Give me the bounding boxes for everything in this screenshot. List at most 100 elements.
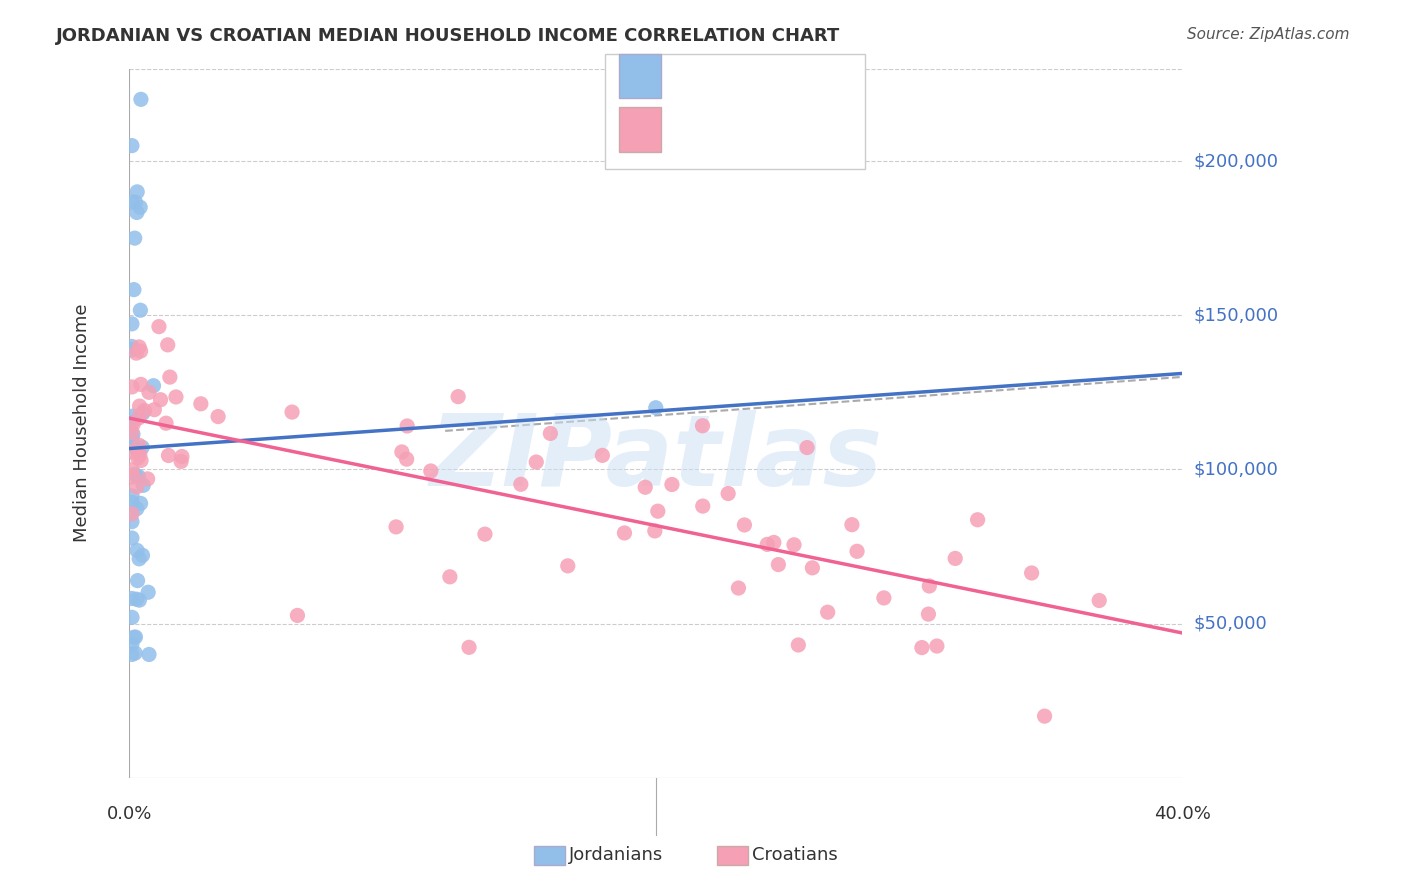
- Text: $50,000: $50,000: [1194, 615, 1267, 632]
- Point: [170, 450, 193, 464]
- Point: [159, 370, 181, 384]
- Text: Source: ZipAtlas.com: Source: ZipAtlas.com: [1187, 27, 1350, 42]
- Point: [138, 648, 160, 662]
- Point: [127, 450, 149, 465]
- Text: 79: 79: [830, 120, 855, 138]
- Point: [132, 478, 155, 492]
- Point: [143, 402, 166, 417]
- Point: [841, 517, 863, 532]
- Point: [124, 231, 146, 245]
- Point: [121, 610, 143, 624]
- Point: [647, 504, 669, 518]
- Point: [128, 399, 150, 413]
- Point: [136, 585, 159, 599]
- Point: [121, 138, 143, 153]
- Point: [121, 425, 143, 440]
- Point: [538, 426, 561, 441]
- Point: [128, 447, 150, 461]
- Point: [281, 405, 304, 419]
- Point: [121, 380, 143, 394]
- Point: [129, 303, 152, 318]
- Point: [509, 477, 531, 491]
- Point: [125, 480, 148, 494]
- Point: [846, 544, 869, 558]
- Point: [122, 417, 145, 432]
- Point: [125, 592, 148, 607]
- Point: [796, 441, 818, 455]
- Text: ZIPatlas: ZIPatlas: [429, 410, 883, 508]
- Point: [127, 574, 149, 588]
- Point: [591, 449, 613, 463]
- Point: [613, 525, 636, 540]
- Text: 0.104: 0.104: [731, 58, 787, 76]
- Point: [121, 431, 143, 445]
- Text: Jordanians: Jordanians: [569, 847, 664, 864]
- Point: [156, 338, 179, 352]
- Point: [207, 409, 229, 424]
- Point: [121, 343, 143, 357]
- Point: [121, 194, 143, 209]
- Point: [122, 283, 145, 297]
- Point: [121, 416, 143, 430]
- Point: [190, 397, 212, 411]
- Point: [918, 579, 941, 593]
- Point: [661, 477, 683, 491]
- Point: [121, 463, 143, 477]
- Point: [733, 518, 755, 533]
- Point: [692, 499, 714, 513]
- Point: [132, 406, 155, 420]
- Point: [124, 195, 146, 210]
- Point: [142, 378, 165, 392]
- Point: [121, 489, 143, 503]
- Point: [121, 495, 143, 509]
- Point: [125, 346, 148, 360]
- Point: [121, 444, 143, 458]
- Point: [783, 538, 806, 552]
- Point: [127, 469, 149, 483]
- Point: [474, 527, 496, 541]
- Point: [149, 392, 172, 407]
- Point: [129, 453, 152, 467]
- Point: [127, 185, 149, 199]
- Point: [395, 452, 418, 467]
- Point: [124, 646, 146, 660]
- Point: [155, 416, 177, 430]
- Point: [925, 639, 948, 653]
- Point: [762, 535, 785, 549]
- Text: $150,000: $150,000: [1194, 306, 1278, 324]
- Point: [768, 558, 790, 572]
- Point: [121, 317, 143, 331]
- Text: 47: 47: [830, 58, 855, 76]
- Point: [873, 591, 896, 605]
- Point: [125, 543, 148, 558]
- Point: [419, 464, 441, 478]
- Point: [692, 418, 714, 433]
- Point: [170, 454, 193, 468]
- Text: 40.0%: 40.0%: [1154, 805, 1211, 823]
- Text: R =: R =: [682, 120, 721, 138]
- Point: [911, 640, 934, 655]
- Text: N =: N =: [787, 58, 827, 76]
- Text: $100,000: $100,000: [1194, 460, 1278, 478]
- Point: [1033, 709, 1056, 723]
- Text: Median Household Income: Median Household Income: [73, 304, 91, 542]
- Point: [1021, 566, 1043, 580]
- Point: [124, 467, 146, 482]
- Point: [756, 537, 779, 551]
- Text: R =: R =: [682, 58, 721, 76]
- Point: [121, 637, 143, 651]
- Point: [1088, 593, 1111, 607]
- Point: [287, 608, 309, 623]
- Point: [121, 339, 143, 353]
- Text: 0.0%: 0.0%: [107, 805, 152, 823]
- Point: [136, 472, 159, 486]
- Point: [524, 455, 547, 469]
- Point: [122, 631, 145, 645]
- Point: [121, 531, 143, 545]
- Point: [717, 486, 740, 500]
- Point: [129, 377, 152, 392]
- Point: [634, 480, 657, 494]
- Text: $200,000: $200,000: [1194, 152, 1278, 170]
- Point: [966, 513, 988, 527]
- Point: [124, 441, 146, 455]
